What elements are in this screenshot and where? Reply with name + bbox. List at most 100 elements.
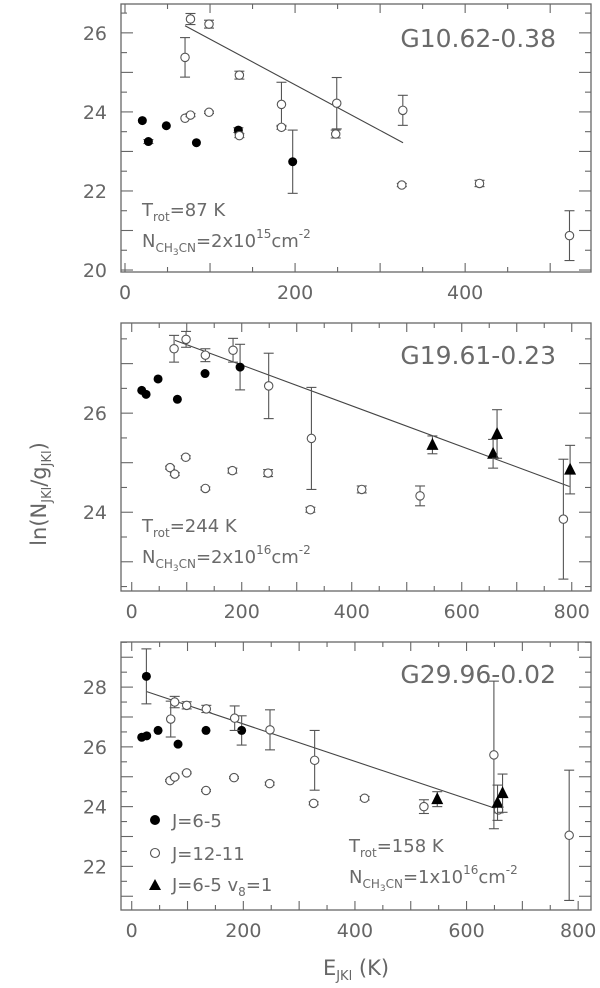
- data-point-open-circle: [489, 750, 499, 760]
- data-point-open-circle: [169, 772, 180, 782]
- data-point-filled-circle: [137, 116, 147, 126]
- data-point-open-circle: [165, 714, 176, 724]
- data-point-filled-circle: [143, 137, 153, 147]
- x-tick-label: 400: [334, 601, 370, 623]
- data-point-filled-triangle: [491, 795, 504, 808]
- data-point-open-circle: [201, 704, 212, 714]
- data-point-open-circle: [180, 452, 191, 462]
- data-point-open-circle: [234, 130, 245, 141]
- data-point-filled-circle: [235, 362, 245, 372]
- data-point-open-circle: [276, 99, 287, 110]
- data-point-open-circle: [331, 98, 342, 108]
- panel-title: G29.96-0.02: [400, 660, 556, 689]
- data-point-filled-circle: [237, 725, 247, 735]
- x-tick-label: 600: [448, 920, 484, 942]
- x-tick-label: 200: [277, 282, 313, 304]
- x-tick-label: 800: [560, 920, 596, 942]
- x-tick-label: 400: [337, 920, 373, 942]
- plot-frame: [120, 3, 592, 273]
- data-point-open-circle: [181, 334, 191, 345]
- panel-2: 0 200 400 600 800 24 26: [83, 322, 592, 623]
- rotation-temperature: Trot=158 K: [348, 836, 445, 860]
- y-tick-label: 24: [83, 502, 107, 524]
- x-tick-label: 200: [225, 920, 261, 942]
- data-point-filled-circle: [172, 394, 182, 404]
- y-tick-label: 24: [83, 102, 107, 124]
- legend: J=6-5 J=12-11 J=6-5 v8=1: [149, 811, 272, 899]
- x-tick-label: 0: [126, 601, 138, 623]
- data-point-open-circle: [415, 491, 425, 501]
- data-point-filled-triangle: [491, 426, 504, 439]
- x-tick-label: 0: [126, 920, 138, 942]
- plot-frame: [120, 322, 592, 592]
- rotation-temperature: Trot=244 K: [141, 516, 238, 540]
- column-density: NCH3CN=1x1016cm-2: [349, 863, 518, 894]
- data-point-open-circle: [397, 180, 407, 190]
- series-filled-circle: [137, 343, 246, 404]
- data-point-open-circle: [227, 465, 238, 476]
- legend-label: J=12-11: [171, 844, 245, 865]
- data-point-open-circle: [356, 484, 367, 495]
- y-tick-label: 26: [83, 23, 107, 45]
- data-point-filled-circle: [201, 725, 211, 735]
- panel-3-annotations: G29.96-0.02 Trot=158 K NCH3CN=1x1016cm-2…: [149, 660, 556, 899]
- data-point-open-circle: [200, 350, 211, 360]
- data-point-filled-circle: [288, 157, 298, 167]
- data-point-open-circle: [564, 830, 574, 841]
- data-point-open-circle: [181, 768, 192, 778]
- data-point-filled-circle: [141, 671, 151, 681]
- data-point-open-circle: [276, 122, 287, 133]
- y-tick-label: 22: [83, 181, 107, 203]
- data-point-open-circle: [564, 230, 575, 241]
- data-point-open-circle: [229, 713, 240, 723]
- data-point-open-circle: [265, 725, 275, 735]
- series-filled-circle: [137, 116, 298, 194]
- plot-frame: [120, 641, 592, 911]
- fit-line: [146, 691, 501, 811]
- data-point-open-circle: [234, 70, 245, 80]
- data-point-filled-circle: [142, 731, 152, 741]
- data-point-open-circle: [200, 483, 211, 494]
- legend-marker-filled-circle: [150, 815, 160, 825]
- data-point-open-circle: [204, 107, 214, 118]
- series-filled-circle: [137, 648, 247, 749]
- data-point-filled-triangle: [496, 786, 509, 799]
- panel-title: G19.61-0.23: [400, 341, 556, 370]
- legend-marker-open-circle: [149, 847, 161, 859]
- series-filled-triangle: [431, 773, 509, 821]
- panel-1: 0 200 400 20 22 24 26: [83, 3, 592, 304]
- data-point-open-circle: [558, 514, 569, 524]
- data-point-open-circle: [169, 469, 180, 479]
- rotation-temperature: Trot=87 K: [141, 200, 226, 224]
- data-point-open-circle: [181, 700, 192, 711]
- y-tick-label: 28: [83, 677, 107, 699]
- data-point-open-circle: [185, 110, 196, 120]
- data-point-filled-triangle: [426, 437, 439, 450]
- data-point-open-circle: [169, 697, 180, 707]
- series-open-circle: [180, 12, 575, 262]
- data-point-filled-circle: [153, 725, 163, 735]
- x-tick-label: 600: [444, 601, 480, 623]
- data-point-filled-triangle: [431, 792, 444, 805]
- data-point-open-circle: [165, 462, 175, 473]
- y-tick-label: 24: [83, 797, 107, 819]
- y-axis-label: ln(NJKl/gJKl): [27, 442, 55, 546]
- column-density: NCH3CN=2x1015cm-2: [142, 227, 311, 258]
- data-point-open-circle: [474, 178, 485, 189]
- data-point-open-circle: [309, 755, 320, 766]
- data-point-open-circle: [305, 505, 316, 515]
- fit-line: [184, 25, 404, 144]
- data-point-filled-circle: [200, 369, 210, 379]
- x-axis-label: EJKl (K): [323, 956, 389, 984]
- data-point-open-circle: [263, 381, 274, 391]
- data-point-open-circle: [180, 52, 190, 63]
- data-point-open-circle: [228, 345, 238, 355]
- series-filled-triangle: [426, 409, 577, 495]
- x-tick-label: 200: [224, 601, 260, 623]
- data-point-filled-triangle: [487, 446, 500, 459]
- y-tick-label: 26: [83, 403, 107, 425]
- data-point-filled-circle: [141, 389, 151, 399]
- x-tick-label: 400: [447, 282, 483, 304]
- legend-label: J=6-5 v8=1: [171, 875, 272, 899]
